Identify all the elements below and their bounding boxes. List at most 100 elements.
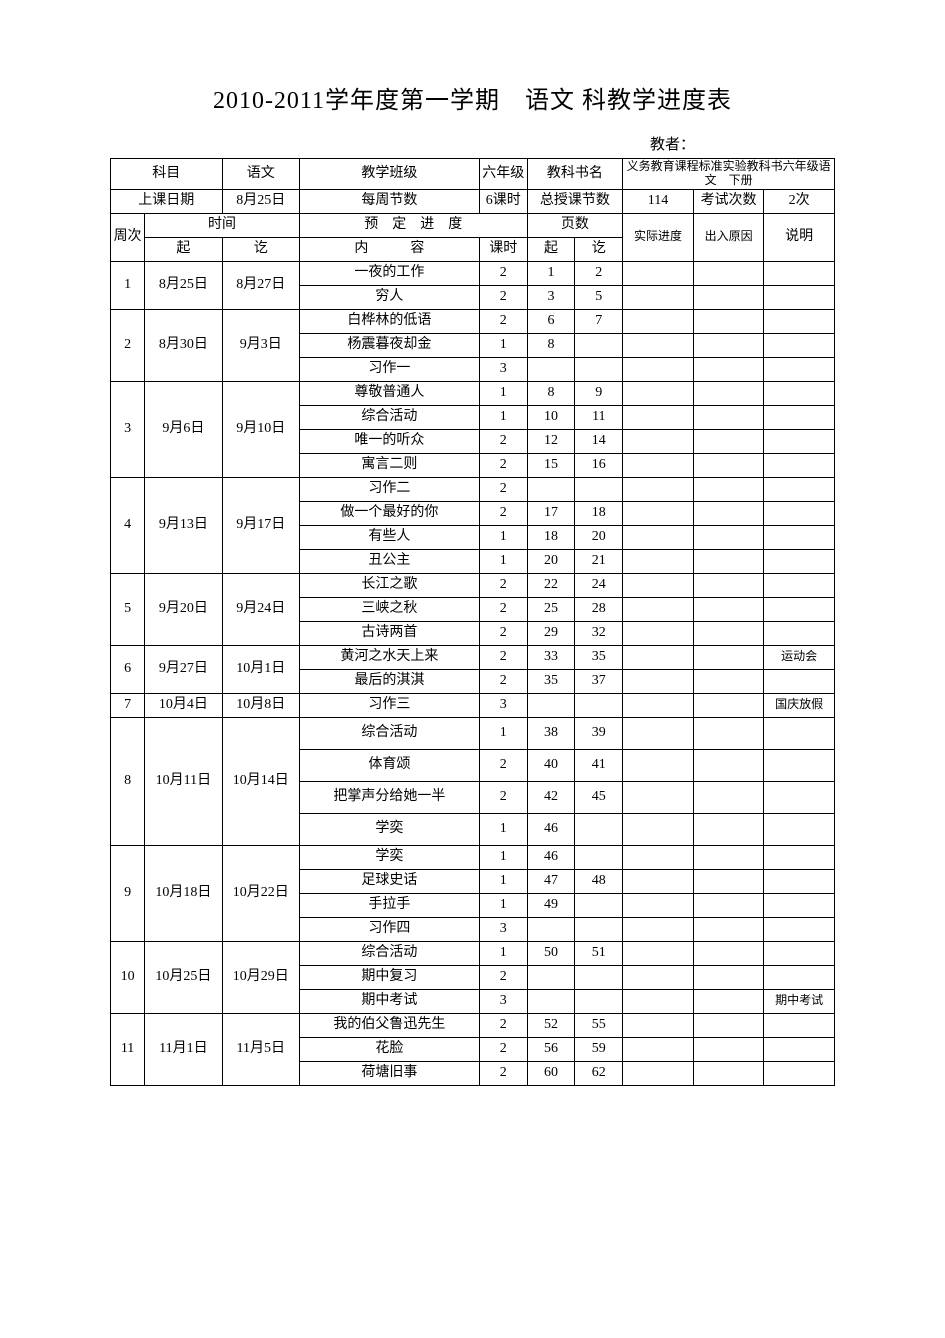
week-no: 10 — [111, 941, 145, 1013]
week-date-to: 10月22日 — [222, 845, 299, 941]
lesson-note: 期中考试 — [764, 989, 835, 1013]
lesson-reason — [693, 501, 764, 525]
week-date-from: 10月18日 — [145, 845, 222, 941]
lesson-page-from — [527, 477, 575, 501]
meta-book-value: 义务教育课程标准实验教科书六年级语文 下册 — [623, 159, 835, 190]
lesson-actual — [623, 285, 694, 309]
lesson-content: 综合活动 — [299, 941, 479, 965]
lesson-note — [764, 309, 835, 333]
lesson-reason — [693, 893, 764, 917]
lesson-content: 习作一 — [299, 357, 479, 381]
lesson-reason — [693, 621, 764, 645]
lesson-actual — [623, 477, 694, 501]
hdr-note: 说明 — [764, 213, 835, 261]
lesson-reason — [693, 549, 764, 573]
lesson-actual — [623, 1061, 694, 1085]
lesson-actual — [623, 869, 694, 893]
lesson-content: 尊敬普通人 — [299, 381, 479, 405]
meta-weekly-value: 6课时 — [479, 189, 527, 213]
lesson-reason — [693, 965, 764, 989]
lesson-actual — [623, 813, 694, 845]
lesson-hours: 1 — [479, 333, 527, 357]
lesson-note — [764, 501, 835, 525]
page-title: 2010-2011学年度第一学期 语文 科教学进度表 — [110, 80, 835, 115]
lesson-reason — [693, 597, 764, 621]
lesson-reason — [693, 813, 764, 845]
lesson-content: 有些人 — [299, 525, 479, 549]
lesson-note — [764, 941, 835, 965]
lesson-content: 三峡之秋 — [299, 597, 479, 621]
lesson-reason — [693, 261, 764, 285]
meta-total-label: 总授课节数 — [527, 189, 623, 213]
lesson-actual — [623, 917, 694, 941]
lesson-note — [764, 1061, 835, 1085]
lesson-note — [764, 749, 835, 781]
lesson-actual — [623, 453, 694, 477]
week-date-from: 10月4日 — [145, 693, 222, 717]
week-no: 4 — [111, 477, 145, 573]
lesson-reason — [693, 869, 764, 893]
lesson-content: 丑公主 — [299, 549, 479, 573]
lesson-page-to: 35 — [575, 645, 623, 669]
lesson-actual — [623, 309, 694, 333]
lesson-note: 国庆放假 — [764, 693, 835, 717]
lesson-page-from: 56 — [527, 1037, 575, 1061]
lesson-page-from: 3 — [527, 285, 575, 309]
lesson-page-to — [575, 893, 623, 917]
lesson-actual — [623, 845, 694, 869]
lesson-note — [764, 261, 835, 285]
lesson-page-from: 46 — [527, 845, 575, 869]
lesson-content: 花脸 — [299, 1037, 479, 1061]
week-date-to: 8月27日 — [222, 261, 299, 309]
lesson-actual — [623, 525, 694, 549]
lesson-content: 杨震暮夜却金 — [299, 333, 479, 357]
lesson-page-from: 49 — [527, 893, 575, 917]
lesson-page-from: 17 — [527, 501, 575, 525]
lesson-page-to — [575, 477, 623, 501]
lesson-content: 学奕 — [299, 845, 479, 869]
lesson-hours: 2 — [479, 285, 527, 309]
lesson-reason — [693, 1013, 764, 1037]
hdr-actual: 实际进度 — [623, 213, 694, 261]
lesson-page-to: 7 — [575, 309, 623, 333]
lesson-page-to: 11 — [575, 405, 623, 429]
lesson-content: 做一个最好的你 — [299, 501, 479, 525]
lesson-hours: 2 — [479, 645, 527, 669]
lesson-hours: 1 — [479, 549, 527, 573]
hdr-reason: 出入原因 — [693, 213, 764, 261]
lesson-page-from: 1 — [527, 261, 575, 285]
lesson-note — [764, 477, 835, 501]
lesson-page-from — [527, 357, 575, 381]
lesson-content: 习作二 — [299, 477, 479, 501]
lesson-page-from — [527, 917, 575, 941]
lesson-page-to — [575, 917, 623, 941]
lesson-note — [764, 1037, 835, 1061]
schedule-table: 科目语文教学班级六年级教科书名义务教育课程标准实验教科书六年级语文 下册上课日期… — [110, 158, 835, 1086]
lesson-hours: 1 — [479, 813, 527, 845]
lesson-page-to: 21 — [575, 549, 623, 573]
lesson-content: 白桦林的低语 — [299, 309, 479, 333]
lesson-note — [764, 621, 835, 645]
lesson-actual — [623, 621, 694, 645]
lesson-actual — [623, 717, 694, 749]
lesson-reason — [693, 989, 764, 1013]
lesson-content: 体育颂 — [299, 749, 479, 781]
week-no: 9 — [111, 845, 145, 941]
week-date-from: 8月30日 — [145, 309, 222, 381]
week-no: 7 — [111, 693, 145, 717]
lesson-page-from: 29 — [527, 621, 575, 645]
week-date-to: 9月3日 — [222, 309, 299, 381]
meta-subject-label: 科目 — [111, 159, 223, 190]
lesson-note — [764, 869, 835, 893]
lesson-page-to: 55 — [575, 1013, 623, 1037]
lesson-hours: 1 — [479, 893, 527, 917]
lesson-content: 荷塘旧事 — [299, 1061, 479, 1085]
lesson-page-to: 16 — [575, 453, 623, 477]
lesson-hours: 2 — [479, 1061, 527, 1085]
lesson-reason — [693, 309, 764, 333]
meta-startdate-label: 上课日期 — [111, 189, 223, 213]
lesson-page-to: 14 — [575, 429, 623, 453]
hdr-page-from: 起 — [527, 237, 575, 261]
lesson-reason — [693, 381, 764, 405]
week-date-to: 9月10日 — [222, 381, 299, 477]
